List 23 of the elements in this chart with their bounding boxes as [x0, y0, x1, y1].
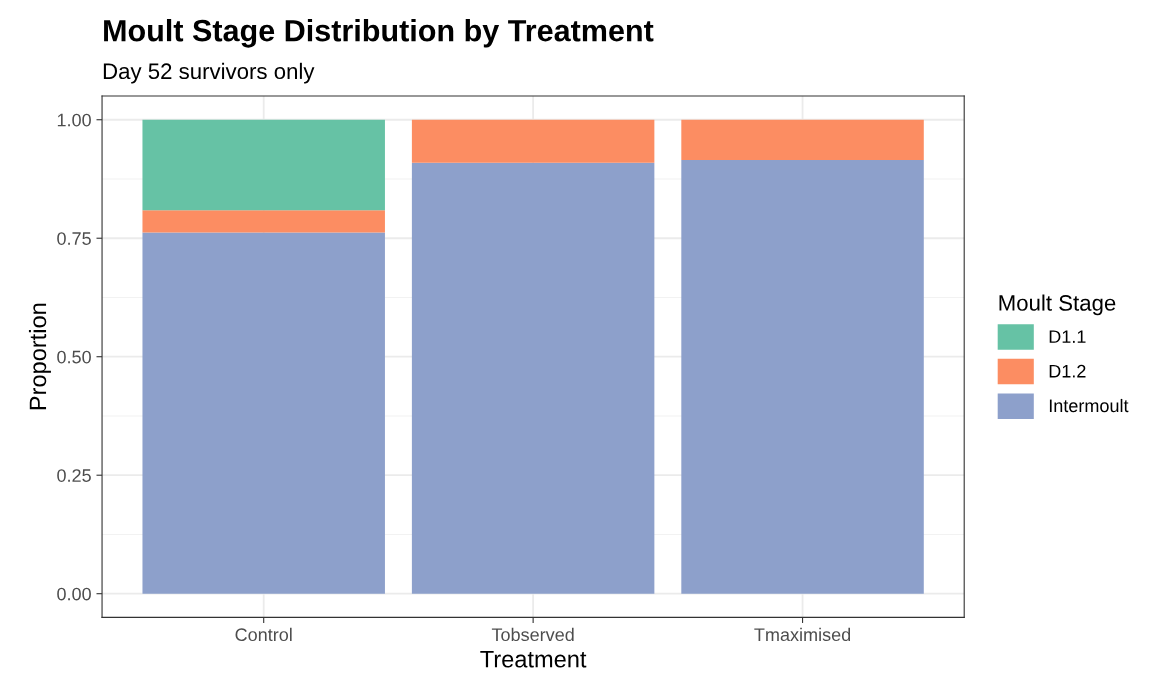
x-tick-label: Tmaximised	[754, 627, 851, 642]
x-tick-label: Tobserved	[491, 627, 574, 642]
x-tick-label: Control	[235, 627, 292, 642]
y-axis-title: Proportion	[28, 303, 51, 410]
legend-label: Intermoult	[1049, 398, 1129, 413]
bar	[142, 119, 385, 211]
bar	[681, 160, 924, 594]
chart-title: Moult Stage Distribution by Treatment	[104, 19, 654, 48]
legend-title: Moult Stage	[999, 294, 1116, 316]
bar	[142, 232, 385, 594]
bar	[411, 119, 655, 163]
y-tick-label: 0.00	[57, 587, 91, 601]
y-tick-label: 0.75	[57, 232, 91, 245]
y-tick-label: 0.50	[57, 350, 91, 364]
bar	[411, 162, 655, 594]
legend-label: D1.2	[1049, 364, 1086, 378]
legend-label: D1.1	[1049, 330, 1086, 343]
x-axis-title: Treatment	[480, 651, 587, 668]
y-tick-label: 0.25	[57, 469, 91, 482]
y-tick-label: 1.00	[57, 113, 91, 127]
bar	[142, 210, 385, 233]
bar	[681, 119, 924, 161]
chart-subtitle: Day 52 survivors only	[103, 62, 315, 84]
